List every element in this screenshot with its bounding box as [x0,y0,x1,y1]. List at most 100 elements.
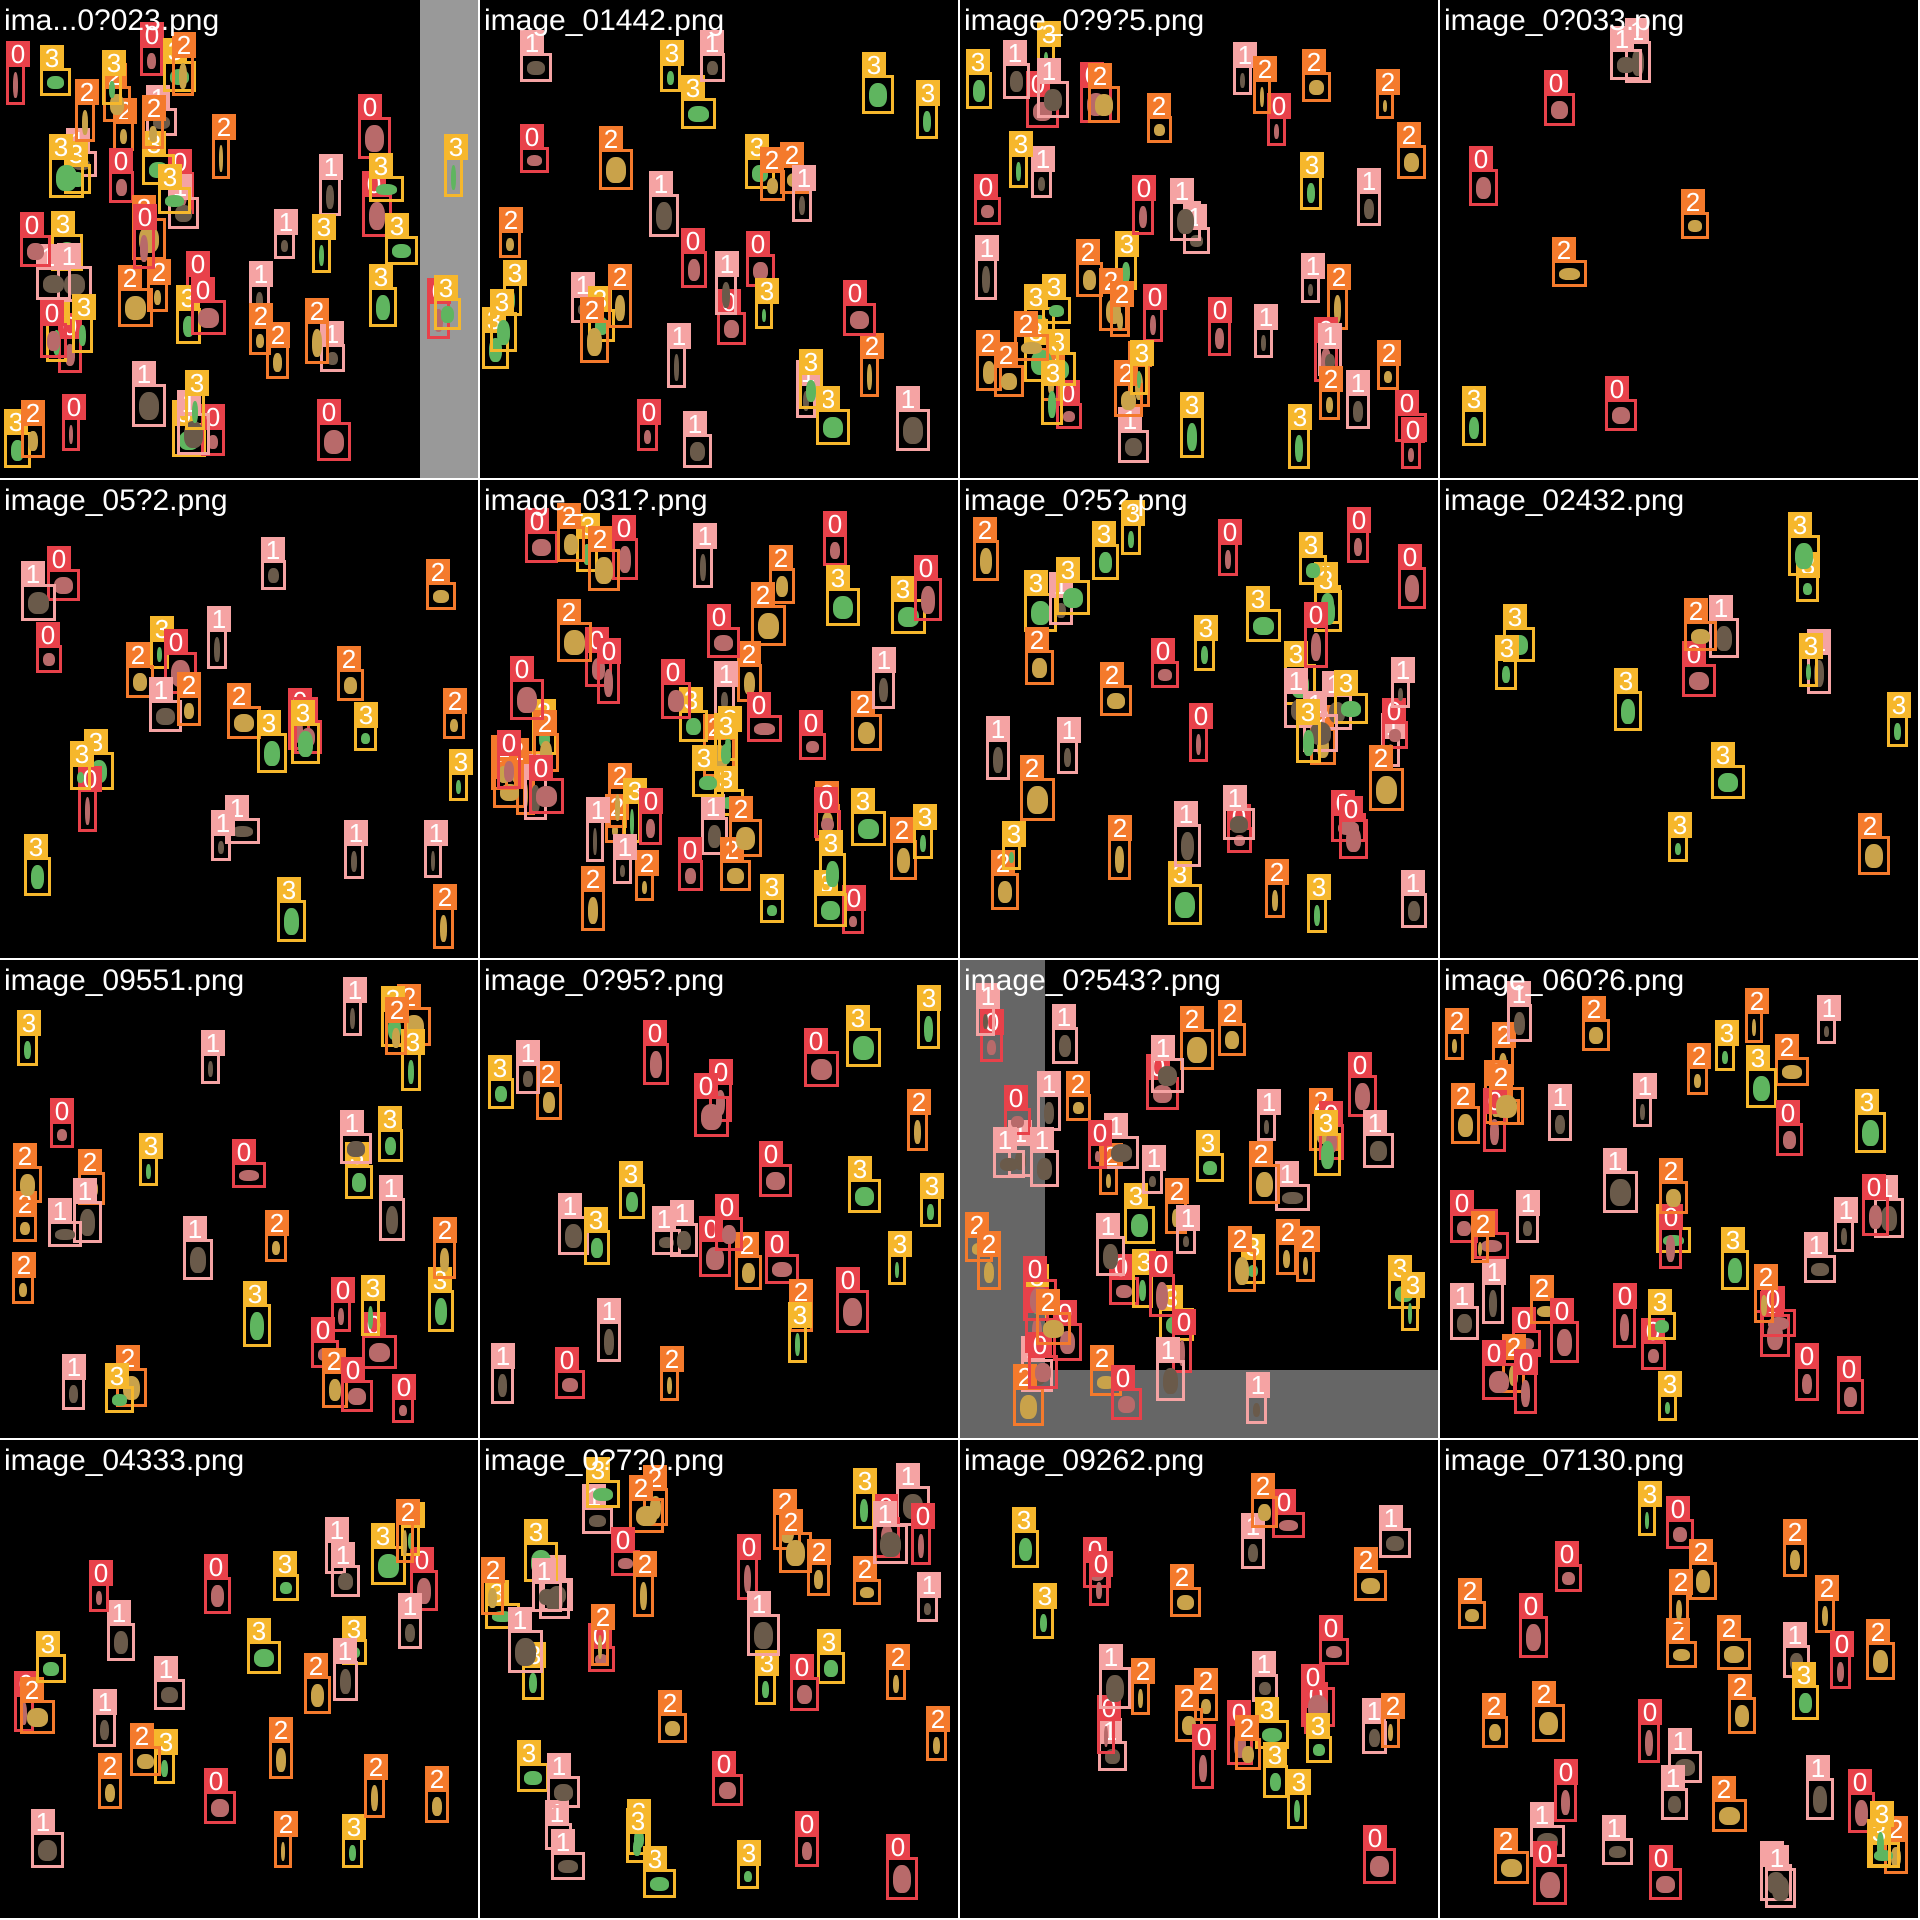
character-face-icon [650,1877,669,1891]
detection-box: 0 [1363,1825,1396,1884]
character-face-icon [1478,1242,1482,1256]
tile-filename: image_02432.png [1444,484,1685,517]
character-face-icon [1037,1158,1052,1180]
character-face-icon [1353,401,1363,422]
detection-box: 1 [1391,657,1415,708]
character-face-icon [554,1784,573,1801]
character-face-icon [349,1845,356,1861]
detection-box: 1 [398,1593,422,1649]
class-label: 3 [1792,1662,1816,1688]
class-label: 3 [342,1616,366,1642]
class-label: 2 [337,646,361,672]
class-label: 3 [584,1207,608,1233]
character-face-icon [1386,1536,1404,1551]
detection-box: 2 [1108,815,1132,880]
class-label: 1 [93,1689,117,1715]
character-face-icon [57,1129,67,1141]
detection-box: 2 [1659,1158,1688,1214]
detection-box: 1 [873,1501,908,1564]
detection-box: 1 [274,209,298,259]
character-face-icon [1610,1179,1631,1206]
detection-box: 3 [737,1840,761,1889]
character-face-icon [879,678,888,702]
class-label: 3 [378,1106,402,1132]
class-label: 2 [1251,1473,1275,1499]
class-label: 0 [497,730,521,756]
character-face-icon [43,653,55,666]
character-face-icon [767,905,777,916]
character-face-icon [1640,1104,1645,1120]
class-label: 1 [551,1829,575,1855]
character-face-icon [707,61,718,75]
detection-box: 0 [36,622,62,673]
detection-box: 0 [746,231,775,287]
detection-box: 0 [804,1028,839,1087]
class-label: 0 [520,124,544,150]
detection-box: 3 [1668,812,1692,862]
detection-box: 3 [1180,392,1204,458]
detection-box: 2 [851,691,882,751]
class-label: 3 [817,1629,841,1655]
detection-box: 3 [1401,1272,1425,1331]
detection-box: 3 [1307,874,1331,933]
class-label: 2 [443,688,467,714]
character-face-icon [1645,1512,1649,1529]
detection-box: 3 [891,576,926,634]
class-label: 2 [599,126,623,152]
detection-box: 2 [660,1346,684,1401]
tile-filename: image_0?033.png [1444,4,1685,37]
class-label: 2 [1265,859,1289,885]
class-label: 2 [536,1061,560,1087]
character-face-icon [1523,1221,1532,1236]
detection-box: 0 [1514,1349,1538,1414]
detection-box: 3 [1648,1289,1676,1340]
class-label: 2 [1249,1141,1273,1167]
character-face-icon [312,329,322,357]
detection-box: 2 [337,646,364,701]
detection-box: 1 [1031,146,1055,198]
detection-box: 3 [428,1267,454,1332]
class-label: 1 [344,820,368,846]
class-label: 0 [341,1357,365,1383]
character-face-icon [706,1247,724,1270]
character-face-icon [1313,1744,1325,1756]
class-label: 0 [712,1751,736,1777]
class-label: 3 [428,1267,452,1293]
detection-box: 0 [712,1751,743,1806]
detection-box: 1 [1661,1765,1688,1820]
character-face-icon [327,352,338,365]
character-face-icon [1048,391,1056,418]
class-label: 0 [62,394,86,420]
character-face-icon [1314,905,1320,926]
detection-box: 1 [1834,1197,1858,1252]
detection-box: 0 [89,1560,113,1612]
character-face-icon [699,776,717,790]
character-face-icon [371,1785,378,1811]
detection-box: 1 [1363,1110,1394,1168]
detection-box: 3 [817,1629,845,1684]
character-face-icon [1716,626,1732,651]
detection-box: 2 [1717,1615,1751,1670]
detection-box: 2 [1014,311,1049,361]
detection-box: 3 [1002,821,1026,870]
class-label: 2 [1717,1615,1741,1641]
detection-box: 0 [911,1503,935,1565]
character-face-icon [850,311,869,329]
character-face-icon [981,205,994,218]
character-face-icon [983,1014,988,1029]
class-label: 2 [1025,627,1049,653]
character-face-icon [1095,94,1113,116]
detection-box: 0 [529,755,564,814]
character-face-icon [1294,1800,1300,1822]
character-face-icon [281,240,288,252]
character-face-icon [1489,1290,1497,1317]
class-label: 2 [433,884,457,910]
character-face-icon [1201,646,1208,664]
character-face-icon [1675,843,1681,855]
character-face-icon [927,1204,934,1220]
detection-box: 2 [1669,1569,1693,1627]
class-label: 1 [714,661,738,687]
character-face-icon [441,306,454,323]
class-label: 0 [1218,519,1242,545]
class-label: 1 [896,386,920,412]
